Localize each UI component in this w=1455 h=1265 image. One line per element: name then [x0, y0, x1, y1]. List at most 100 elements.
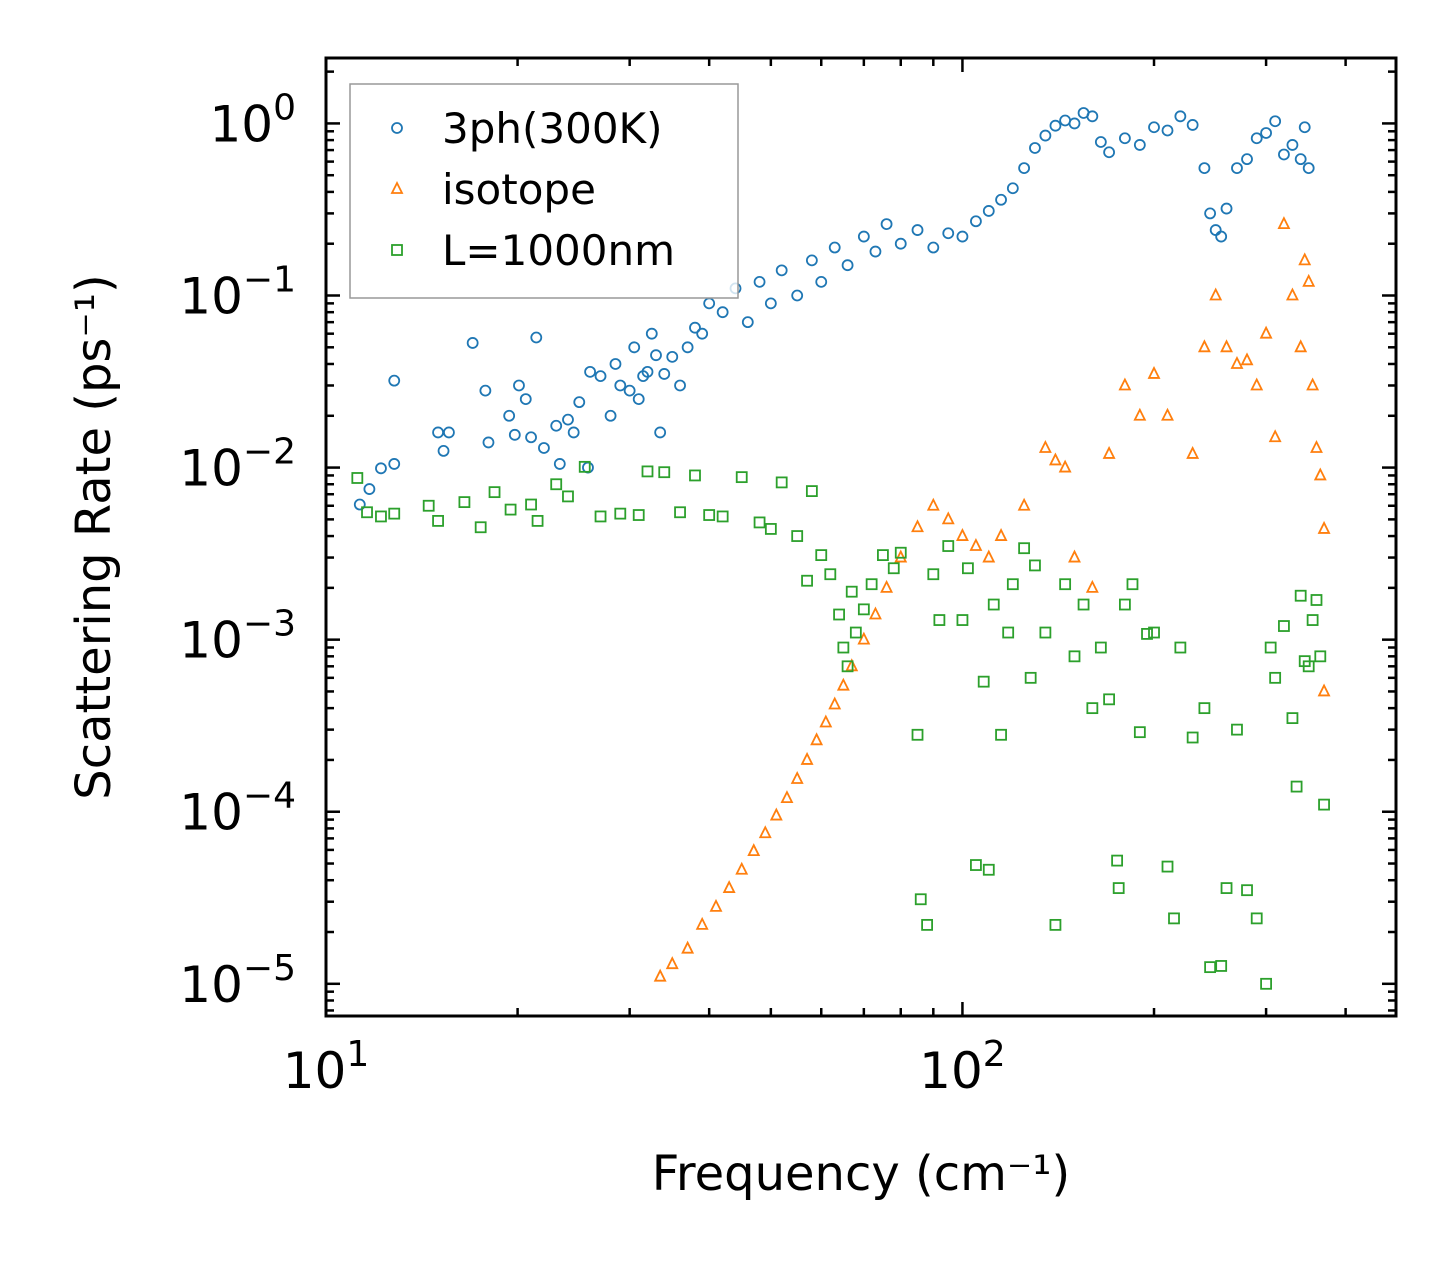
triangle-data-point [1306, 377, 1320, 391]
square-data-point [1290, 780, 1303, 793]
square-data-point [1260, 977, 1272, 990]
tick-layer [324, 58, 1396, 1016]
legend-marker-square [391, 244, 403, 256]
circle-data-point [828, 241, 841, 254]
circle-data-point [1086, 110, 1099, 123]
square-data-point [995, 728, 1007, 741]
circle-data-point [567, 426, 580, 439]
square-data-point [987, 598, 1000, 611]
square-data-point [1310, 594, 1323, 606]
circle-data-point [894, 237, 907, 250]
square-data-point [1068, 650, 1081, 663]
circle-data-point [388, 458, 401, 470]
circle-data-point [623, 384, 636, 397]
triangle-data-point [969, 538, 983, 551]
square-data-point [1318, 798, 1330, 811]
square-data-point [1126, 578, 1139, 591]
square-data-point [1168, 912, 1180, 925]
circle-data-point [970, 215, 982, 228]
triangle-data-point [1310, 439, 1323, 453]
circle-data-point [479, 384, 492, 397]
series-3 [351, 460, 1330, 990]
square-data-point [1141, 628, 1153, 640]
circle-data-point [857, 230, 870, 243]
triangle-data-point [1068, 549, 1081, 563]
circle-data-point [375, 462, 387, 475]
circle-data-point [775, 264, 788, 277]
square-data-point [887, 562, 900, 575]
triangle-data-point [1230, 355, 1244, 369]
circle-data-point [681, 341, 694, 354]
circle-data-point [1049, 119, 1062, 132]
triangle-data-point [758, 825, 772, 839]
circle-data-point [1260, 127, 1272, 139]
square-data-point [1198, 702, 1211, 715]
circle-data-point [764, 297, 777, 310]
square-data-point [1241, 884, 1253, 897]
square-data-point [824, 568, 837, 581]
triangle-data-point [1058, 459, 1072, 473]
circle-data-point [538, 442, 550, 454]
square-data-point [1204, 961, 1217, 974]
circle-data-point [388, 374, 401, 387]
circle-data-point [513, 379, 525, 392]
square-data-point [674, 506, 686, 519]
circle-data-point [753, 275, 766, 288]
triangle-data-point [894, 549, 908, 563]
circle-data-point [1029, 142, 1041, 154]
circle-data-point [654, 426, 667, 439]
circle-data-point [432, 426, 444, 439]
circle-data-point [927, 241, 940, 254]
square-data-point [658, 466, 671, 479]
square-data-point [933, 614, 946, 626]
square-data-point [1302, 660, 1315, 673]
square-data-point [1294, 589, 1307, 602]
square-data-point [970, 859, 982, 871]
legend-label-3ph: 3ph(300K) [442, 104, 662, 153]
circle-data-point [1220, 202, 1233, 215]
square-data-point [550, 478, 563, 491]
triangle-data-point [1209, 287, 1223, 301]
square-data-point [614, 507, 627, 520]
square-data-point [805, 485, 818, 497]
circle-data-point [1241, 153, 1253, 166]
circle-data-point [650, 349, 662, 362]
legend-label-isotope: isotope [442, 165, 596, 214]
square-data-point [1059, 578, 1072, 591]
square-data-point [1086, 702, 1099, 715]
circle-data-point [508, 428, 521, 441]
triangle-data-point [1250, 377, 1264, 391]
triangle-data-point [1186, 445, 1200, 459]
triangle-data-point [955, 528, 969, 541]
triangle-data-point [1294, 339, 1308, 353]
square-data-point [841, 660, 854, 673]
circle-data-point [614, 379, 627, 392]
square-data-point [375, 510, 387, 523]
legend-label-l1000nm: L=1000nm [442, 226, 675, 275]
triangle-data-point [880, 579, 894, 593]
circle-data-point [553, 458, 566, 470]
triangle-data-point [911, 519, 924, 533]
circle-data-point [604, 409, 617, 422]
circle-data-point [530, 331, 543, 344]
square-data-point [703, 509, 716, 521]
square-data-point [735, 471, 748, 484]
circle-data-point [628, 341, 641, 354]
square-data-point [775, 476, 788, 489]
circle-data-point [674, 379, 686, 392]
square-data-point [1161, 860, 1174, 873]
x-axis-title: Frequency (cm⁻¹) [652, 1146, 1070, 1202]
data-series-layer [351, 107, 1331, 990]
circle-data-point [645, 327, 658, 340]
square-data-point [1103, 693, 1116, 706]
square-data-point [921, 918, 934, 931]
square-data-point [753, 516, 766, 529]
triangle-data-point [1017, 497, 1031, 511]
circle-data-point [1286, 139, 1299, 151]
circle-data-point [503, 409, 516, 422]
circle-data-point [519, 393, 532, 406]
triangle-data-point [982, 549, 996, 563]
triangle-data-point [1313, 467, 1327, 481]
triangle-data-point [836, 677, 850, 691]
